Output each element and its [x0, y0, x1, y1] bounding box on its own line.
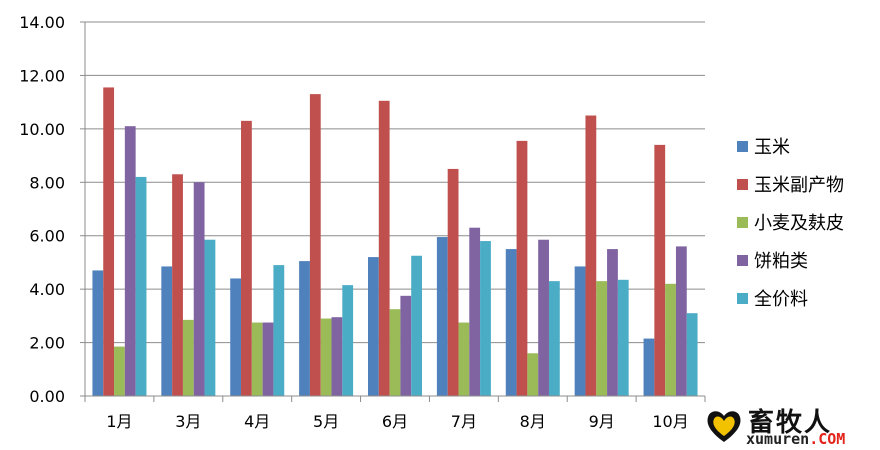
bar — [643, 338, 655, 396]
x-tick-label: 3月 — [175, 412, 201, 431]
legend-swatch — [737, 141, 748, 152]
bar — [617, 279, 629, 396]
bar — [596, 281, 608, 396]
bar — [114, 346, 125, 396]
watermark-name: 畜牧人 — [748, 408, 833, 438]
axes: 0.00 2.00 4.00 6.00 8.00 10.00 12.00 14.00 1月 3月 4… — [19, 13, 706, 431]
bar — [135, 176, 147, 396]
bar — [92, 270, 104, 396]
x-tick-label: 4月 — [244, 412, 270, 431]
bar — [262, 322, 274, 396]
watermark-domain-main: xumuren — [746, 430, 810, 448]
bar — [675, 246, 687, 396]
bar — [436, 237, 448, 396]
bar — [585, 115, 597, 396]
bar — [182, 319, 194, 396]
bar — [299, 261, 310, 396]
y-tick-label: 0.00 — [29, 387, 65, 406]
bar — [389, 309, 401, 396]
bar — [469, 227, 481, 396]
bar — [548, 281, 560, 396]
y-tick-label: 8.00 — [29, 173, 65, 192]
bar — [447, 168, 459, 396]
x-tick-label: 7月 — [451, 412, 477, 431]
y-tick-label: 6.00 — [29, 227, 65, 246]
legend-label: 玉米副产物 — [754, 175, 844, 196]
x-tick-label: 6月 — [382, 412, 408, 431]
bar — [400, 295, 412, 396]
bar — [320, 318, 332, 396]
bar — [273, 265, 285, 396]
y-tick-label: 14.00 — [19, 13, 65, 32]
heart-logo-icon — [707, 411, 741, 442]
bar — [458, 322, 470, 396]
y-tick-label: 10.00 — [19, 120, 65, 139]
bar — [480, 241, 491, 396]
bar — [654, 144, 666, 396]
bar — [103, 87, 115, 396]
bar — [172, 174, 183, 396]
y-tick-label: 12.00 — [19, 66, 65, 85]
watermark-domain-suffix: .COM — [809, 430, 846, 448]
legend-swatch — [737, 179, 748, 190]
legend-swatch — [737, 293, 748, 304]
x-tick-label: 9月 — [589, 412, 615, 431]
bar — [516, 140, 528, 396]
bar — [204, 239, 216, 396]
bar — [378, 100, 390, 397]
y-tick-label: 4.00 — [29, 280, 65, 299]
legend-swatch — [737, 217, 748, 228]
legend-label: 小麦及麸皮 — [754, 213, 844, 234]
bar — [527, 353, 539, 396]
x-tick-label: 1月 — [106, 412, 132, 431]
bar — [193, 182, 205, 396]
x-tick-label: 5月 — [313, 412, 339, 431]
gridlines — [85, 21, 705, 344]
y-tick-label: 2.00 — [29, 334, 65, 353]
bar — [411, 255, 422, 396]
legend-label: 饼粕类 — [754, 251, 808, 272]
x-tick-label: 10月 — [652, 412, 688, 431]
legend-swatch — [737, 255, 748, 266]
legend-label: 全价料 — [754, 289, 808, 310]
bar — [230, 278, 242, 396]
bar — [538, 239, 549, 396]
bar — [505, 249, 517, 396]
bar — [309, 94, 321, 396]
x-tick-label: 8月 — [520, 412, 546, 431]
bar — [241, 120, 252, 396]
watermark-logo: 畜牧人 xumuren.COM — [702, 402, 874, 448]
bar — [342, 285, 354, 396]
legend-label: 玉米 — [754, 137, 790, 158]
bars — [92, 87, 698, 397]
watermark-domain: xumuren.COM — [746, 430, 845, 448]
bar — [607, 249, 618, 396]
bar — [124, 126, 136, 396]
bar — [574, 266, 586, 396]
bar — [665, 283, 676, 396]
bar — [161, 266, 173, 396]
bar — [368, 257, 379, 396]
bar — [686, 313, 698, 396]
bar — [251, 322, 263, 396]
bar — [331, 317, 343, 396]
